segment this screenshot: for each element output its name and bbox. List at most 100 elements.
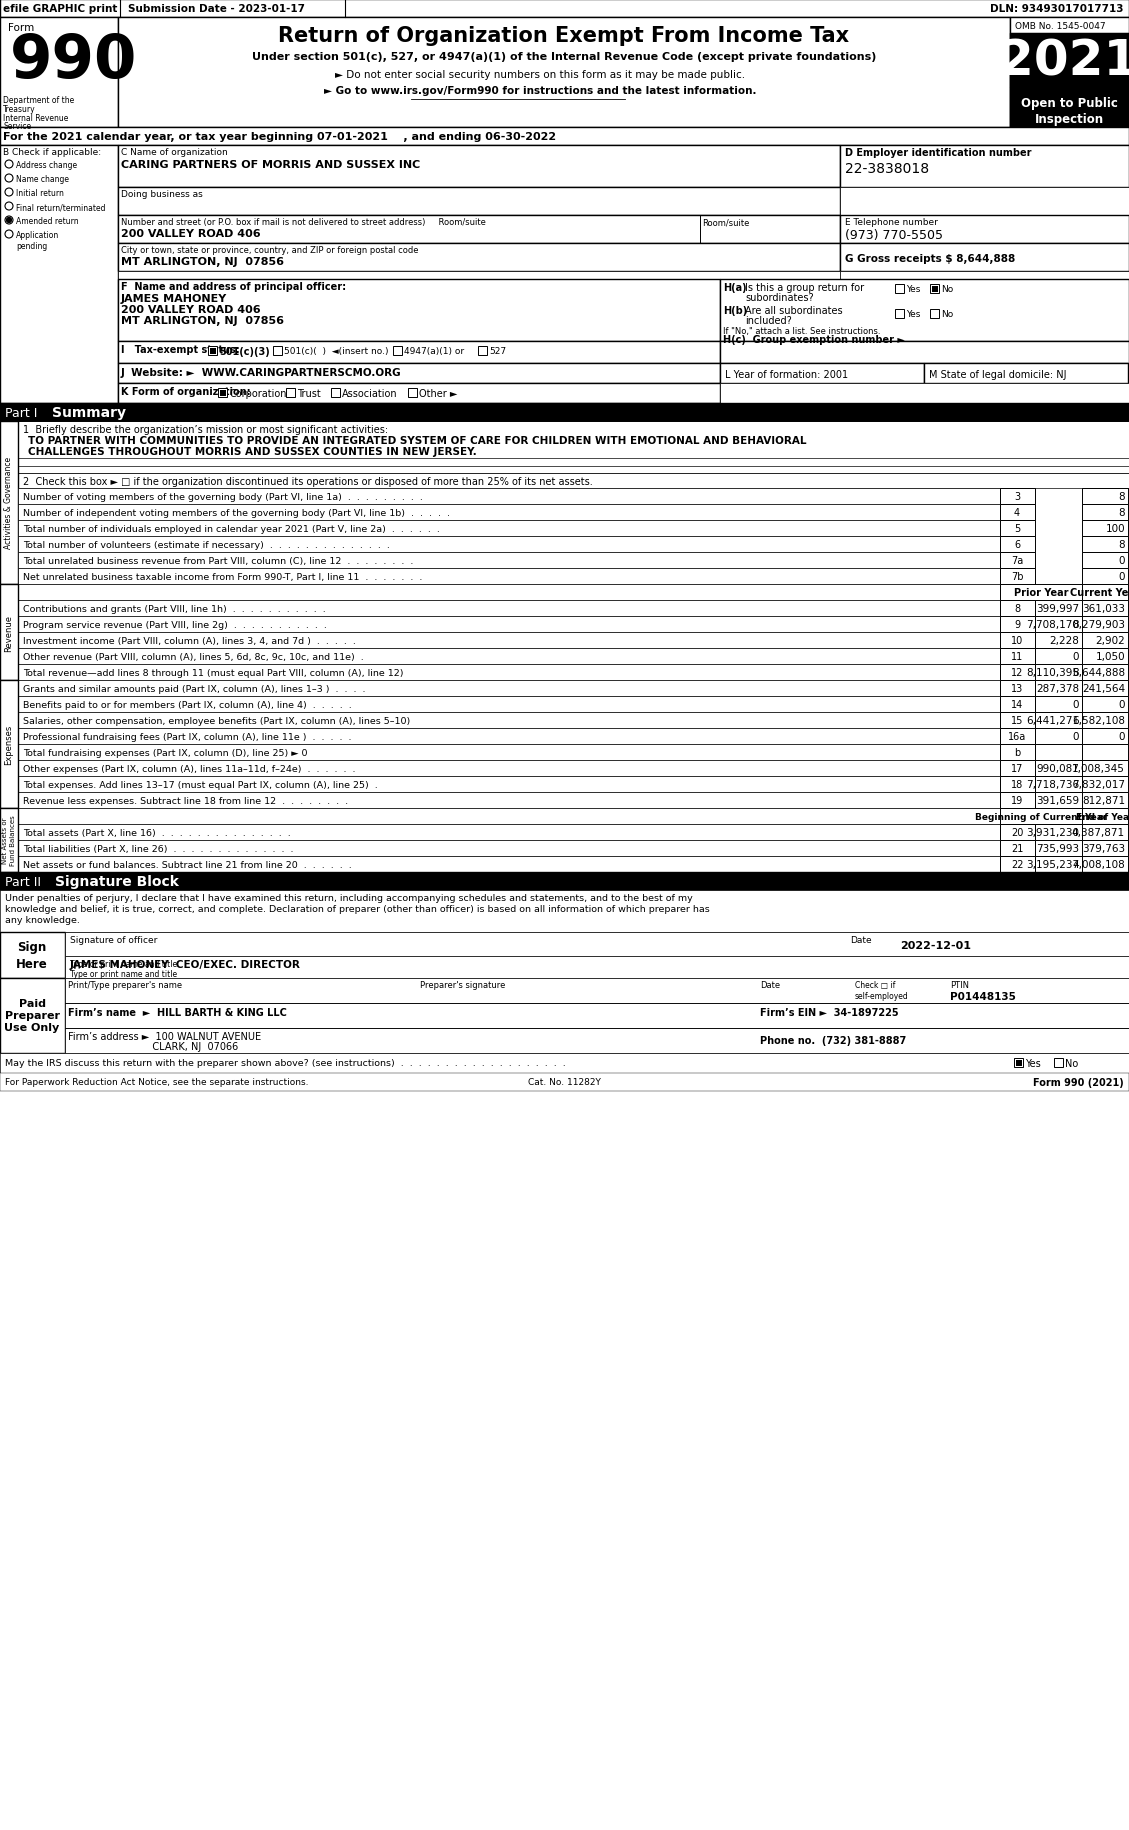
Text: Service: Service — [3, 123, 32, 132]
Text: efile GRAPHIC print: efile GRAPHIC print — [3, 4, 117, 15]
Bar — [1082, 536, 1128, 553]
Text: Firm’s EIN ►  34-1897225: Firm’s EIN ► 34-1897225 — [760, 1008, 899, 1017]
Text: 0: 0 — [1119, 699, 1124, 710]
Bar — [1000, 728, 1035, 745]
Text: 200 VALLEY ROAD 406: 200 VALLEY ROAD 406 — [121, 229, 261, 240]
Bar — [208, 348, 217, 355]
Text: Date: Date — [760, 981, 780, 990]
Text: 6: 6 — [1014, 540, 1021, 549]
Text: May the IRS discuss this return with the preparer shown above? (see instructions: May the IRS discuss this return with the… — [5, 1058, 566, 1067]
Bar — [1035, 617, 1082, 633]
Bar — [18, 728, 1000, 745]
Bar — [1035, 840, 1082, 856]
Text: Address change: Address change — [16, 161, 77, 170]
Text: L Year of formation: 2001: L Year of formation: 2001 — [725, 370, 848, 381]
Bar — [119, 243, 840, 273]
Bar — [1082, 584, 1128, 600]
Text: 11: 11 — [1010, 651, 1023, 662]
Bar — [65, 1003, 1129, 1028]
Text: No: No — [940, 285, 953, 295]
Text: Phone no.  (732) 381-8887: Phone no. (732) 381-8887 — [760, 1036, 907, 1045]
Bar — [18, 600, 1000, 617]
Bar — [18, 840, 1000, 856]
Bar — [18, 633, 1000, 648]
Text: Type or print name and title: Type or print name and title — [70, 959, 177, 968]
Bar — [1082, 776, 1128, 792]
Text: 8,110,395: 8,110,395 — [1026, 668, 1079, 677]
Bar — [18, 584, 1000, 600]
Text: Current Year: Current Year — [1070, 587, 1129, 598]
Text: Application
pending: Application pending — [16, 231, 59, 251]
Bar — [119, 18, 1010, 128]
Text: 10: 10 — [1010, 635, 1023, 646]
Text: 1,008,345: 1,008,345 — [1073, 763, 1124, 774]
Bar — [1035, 728, 1082, 745]
Text: 8: 8 — [1014, 604, 1021, 613]
Bar — [1082, 489, 1128, 505]
Bar — [18, 664, 1000, 681]
Bar — [18, 809, 1000, 825]
Text: 22-3838018: 22-3838018 — [844, 161, 929, 176]
Text: ► Go to www.irs.gov/Form990 for instructions and the latest information.: ► Go to www.irs.gov/Form990 for instruct… — [324, 86, 756, 95]
Text: Signature Block: Signature Block — [55, 875, 178, 889]
Bar — [1054, 1058, 1064, 1067]
Text: 0: 0 — [1119, 732, 1124, 741]
Text: 5: 5 — [1014, 523, 1021, 534]
Bar — [1082, 728, 1128, 745]
Bar — [18, 712, 1000, 728]
Bar — [1015, 1060, 1022, 1065]
Bar — [1082, 697, 1128, 712]
Bar — [924, 364, 1128, 384]
Bar — [1035, 712, 1082, 728]
Text: Form 990 (2021): Form 990 (2021) — [1033, 1078, 1124, 1087]
Text: K Form of organization:: K Form of organization: — [121, 386, 251, 397]
Text: 7b: 7b — [1010, 571, 1023, 582]
Bar — [65, 979, 1129, 1003]
Text: 6,582,108: 6,582,108 — [1073, 716, 1124, 727]
Bar — [18, 536, 1000, 553]
Text: 2,902: 2,902 — [1095, 635, 1124, 646]
Circle shape — [7, 218, 11, 223]
Text: TO PARTNER WITH COMMUNITIES TO PROVIDE AN INTEGRATED SYSTEM OF CARE FOR CHILDREN: TO PARTNER WITH COMMUNITIES TO PROVIDE A… — [28, 436, 806, 447]
Text: Investment income (Part VIII, column (A), lines 3, 4, and 7d )  .  .  .  .  .: Investment income (Part VIII, column (A)… — [23, 637, 356, 646]
Text: Professional fundraising fees (Part IX, column (A), line 11e )  .  .  .  .  .: Professional fundraising fees (Part IX, … — [23, 732, 351, 741]
Bar — [0, 933, 65, 979]
Bar — [331, 388, 340, 397]
Text: 2,228: 2,228 — [1049, 635, 1079, 646]
Text: Trust: Trust — [297, 388, 321, 399]
Bar — [18, 856, 1000, 873]
Text: Room/suite: Room/suite — [702, 218, 750, 227]
Bar — [18, 745, 1000, 761]
Text: Total liabilities (Part X, line 26)  .  .  .  .  .  .  .  .  .  .  .  .  .  .: Total liabilities (Part X, line 26) . . … — [23, 844, 294, 853]
Bar — [720, 342, 1129, 364]
Bar — [1000, 633, 1035, 648]
Bar — [119, 146, 840, 188]
Text: Return of Organization Exempt From Income Tax: Return of Organization Exempt From Incom… — [279, 26, 849, 46]
Bar — [1082, 664, 1128, 681]
Bar — [1010, 18, 1129, 128]
Text: Print/Type preparer's name: Print/Type preparer's name — [68, 981, 182, 990]
Bar — [0, 809, 18, 873]
Bar — [119, 342, 720, 364]
Bar — [840, 216, 1129, 243]
Text: Under section 501(c), 527, or 4947(a)(1) of the Internal Revenue Code (except pr: Under section 501(c), 527, or 4947(a)(1)… — [252, 51, 876, 62]
Text: G Gross receipts $ 8,644,888: G Gross receipts $ 8,644,888 — [844, 254, 1015, 264]
Text: Initial return: Initial return — [16, 188, 64, 198]
Text: 200 VALLEY ROAD 406: 200 VALLEY ROAD 406 — [121, 306, 261, 315]
Text: For the 2021 calendar year, or tax year beginning 07-01-2021    , and ending 06-: For the 2021 calendar year, or tax year … — [3, 132, 557, 143]
Text: 8: 8 — [1119, 507, 1124, 518]
Text: P01448135: P01448135 — [949, 992, 1016, 1001]
Text: Preparer's signature: Preparer's signature — [420, 981, 506, 990]
Bar — [930, 285, 939, 295]
Bar — [1082, 648, 1128, 664]
Text: Doing business as: Doing business as — [121, 190, 203, 199]
Text: subordinates?: subordinates? — [745, 293, 814, 302]
Bar — [1000, 600, 1035, 617]
Text: Signature of officer: Signature of officer — [70, 935, 157, 944]
Bar — [0, 681, 18, 809]
Text: Other revenue (Part VIII, column (A), lines 5, 6d, 8c, 9c, 10c, and 11e)  .: Other revenue (Part VIII, column (A), li… — [23, 653, 364, 662]
Text: Net assets or fund balances. Subtract line 21 from line 20  .  .  .  .  .  .: Net assets or fund balances. Subtract li… — [23, 860, 352, 869]
Bar — [1082, 522, 1128, 536]
Text: 7a: 7a — [1010, 556, 1023, 565]
Text: 3,931,230: 3,931,230 — [1026, 827, 1079, 838]
